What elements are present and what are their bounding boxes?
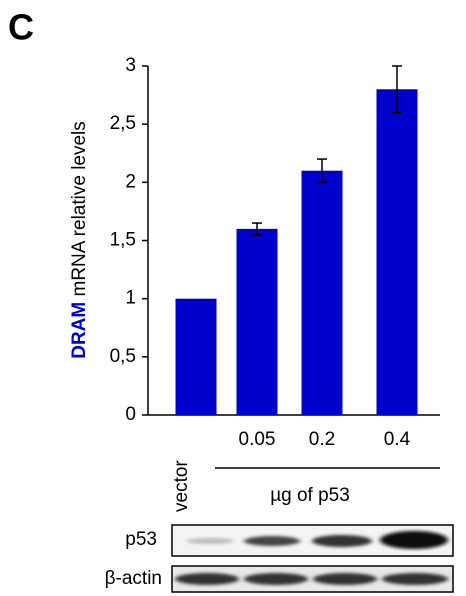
x-tick-label: 0.4 — [384, 429, 411, 450]
x-tick-label: vector — [171, 460, 192, 512]
figure: C DRAM mRNA relative levels µg of p53 p5… — [0, 0, 466, 596]
y-tick-label: 1 — [125, 288, 136, 309]
y-tick-label: 3 — [125, 55, 136, 76]
y-tick-label: 2 — [125, 171, 136, 192]
y-axis-label-text: mRNA relative levels — [69, 121, 90, 296]
x-tick-label: 0.2 — [309, 429, 335, 450]
y-tick-label: 2,5 — [110, 113, 136, 134]
blot-row-label: p53 — [125, 529, 157, 550]
blot-row-label: β-actin — [105, 568, 162, 589]
y-tick-label: 0 — [125, 404, 136, 425]
bar — [237, 229, 278, 415]
blot-p53 — [172, 525, 453, 556]
bar — [377, 89, 418, 415]
y-tick-label: 1,5 — [110, 230, 136, 251]
y-axis-label: DRAM mRNA relative levels — [69, 121, 90, 359]
group-label: µg of p53 — [270, 485, 350, 506]
bar — [176, 299, 217, 415]
panel-label: C — [8, 7, 34, 48]
x-tick-label: 0.05 — [239, 429, 276, 450]
y-tick-label: 0,5 — [110, 346, 136, 367]
blot-actin — [172, 566, 453, 592]
bar — [302, 171, 343, 415]
y-axis-label-highlight: DRAM — [69, 302, 90, 359]
